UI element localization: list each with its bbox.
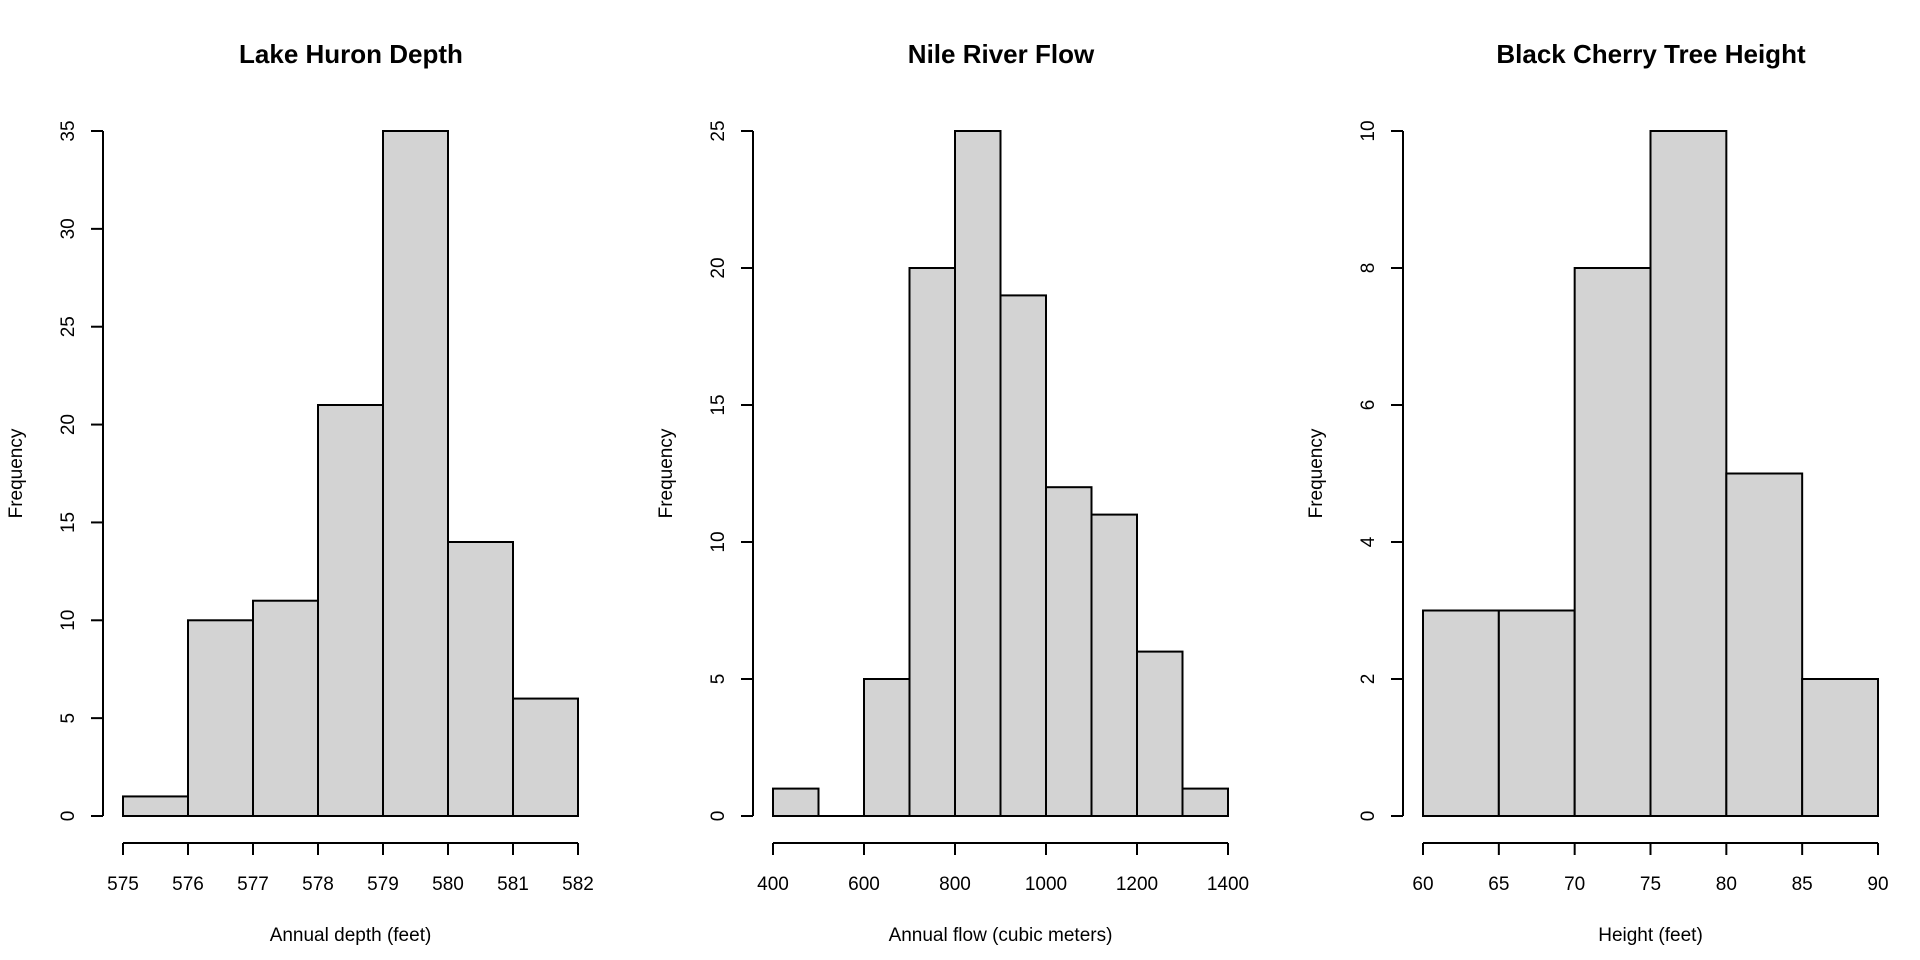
- x-tick-label: 60: [1412, 874, 1433, 895]
- x-tick-label: 581: [497, 874, 529, 895]
- x-tick-label: 1400: [1207, 874, 1249, 895]
- histogram-bar: [447, 541, 514, 817]
- y-tick-label: 20: [58, 414, 79, 435]
- y-tick-label: 30: [58, 218, 79, 239]
- histogram-bar: [1136, 650, 1184, 817]
- histogram-bar: [382, 130, 449, 817]
- x-tick-label: 577: [237, 874, 269, 895]
- histogram-bar: [1090, 513, 1138, 817]
- x-tick-label: 580: [432, 874, 464, 895]
- x-tick-label: 90: [1867, 874, 1888, 895]
- histogram-bar: [908, 267, 956, 817]
- histogram-bar: [999, 294, 1047, 817]
- histogram-bar: [1045, 486, 1093, 817]
- y-axis-label: Frequency: [1306, 428, 1327, 518]
- x-tick-label: 85: [1792, 874, 1813, 895]
- x-tick-label: 70: [1564, 874, 1585, 895]
- x-axis-label: Annual flow (cubic meters): [889, 925, 1113, 946]
- histogram-bar: [863, 678, 911, 817]
- histogram-bar: [187, 619, 254, 817]
- x-tick-label: 1000: [1025, 874, 1067, 895]
- y-tick-label: 10: [58, 610, 79, 631]
- histogram-bar: [252, 599, 319, 818]
- x-tick-label: 582: [562, 874, 594, 895]
- histogram-bar: [1649, 130, 1728, 817]
- histogram-panel-1: Lake Huron Depth 0 5 10 15 20 25 30 35 575 576 577 5…: [6, 39, 594, 946]
- x-tick-label: 400: [757, 874, 789, 895]
- chart-title: Lake Huron Depth: [239, 39, 463, 69]
- histogram-bar: [1181, 787, 1229, 817]
- y-axis-label: Frequency: [656, 428, 677, 518]
- y-tick-label: 8: [1358, 263, 1379, 274]
- x-tick-label: 80: [1716, 874, 1737, 895]
- x-tick-label: 1200: [1116, 874, 1158, 895]
- histogram-bar: [1573, 267, 1652, 817]
- y-tick-label: 20: [708, 257, 729, 278]
- y-tick-label: 0: [1358, 811, 1379, 822]
- histogram-bar: [1801, 678, 1879, 817]
- y-tick-label: 35: [58, 120, 79, 141]
- histogram-bar: [122, 795, 189, 818]
- y-tick-label: 10: [1358, 120, 1379, 141]
- chart-title: Nile River Flow: [908, 39, 1095, 69]
- x-tick-label: 800: [939, 874, 971, 895]
- histogram-bar: [1422, 609, 1500, 817]
- histogram-bar: [512, 697, 579, 817]
- y-tick-label: 15: [708, 394, 729, 415]
- y-tick-label: 5: [58, 713, 79, 724]
- histogram-bar: [772, 787, 820, 817]
- y-tick-label: 6: [1358, 400, 1379, 411]
- y-tick-label: 15: [58, 512, 79, 533]
- histogram-bar: [1497, 609, 1576, 817]
- histogram-bar: [1725, 472, 1804, 817]
- histogram-bar: [954, 130, 1002, 817]
- y-tick-label: 0: [708, 811, 729, 822]
- histogram-panel-3: Black Cherry Tree Height 0 2 4 6 8 10 60 65 70 75 8…: [1306, 39, 1889, 946]
- y-tick-label: 25: [58, 316, 79, 337]
- y-tick-label: 0: [58, 811, 79, 822]
- y-axis-label: Frequency: [6, 428, 27, 518]
- x-tick-label: 579: [367, 874, 399, 895]
- chart-title: Black Cherry Tree Height: [1496, 39, 1806, 69]
- x-tick-label: 576: [172, 874, 204, 895]
- y-tick-label: 5: [708, 674, 729, 685]
- x-tick-label: 578: [302, 874, 334, 895]
- histogram-panel-2: Nile River Flow 0 5 10 15 20 25 400 600 800 1000 12…: [656, 39, 1249, 946]
- histogram-bar: [317, 404, 384, 817]
- y-tick-label: 10: [708, 531, 729, 552]
- x-axis-label: Height (feet): [1598, 925, 1703, 946]
- y-tick-label: 2: [1358, 674, 1379, 685]
- y-tick-label: 4: [1358, 536, 1379, 547]
- x-axis-label: Annual depth (feet): [270, 925, 432, 946]
- x-tick-label: 575: [107, 874, 139, 895]
- x-tick-label: 600: [848, 874, 880, 895]
- x-tick-label: 75: [1640, 874, 1661, 895]
- x-tick-label: 65: [1488, 874, 1509, 895]
- y-tick-label: 25: [708, 120, 729, 141]
